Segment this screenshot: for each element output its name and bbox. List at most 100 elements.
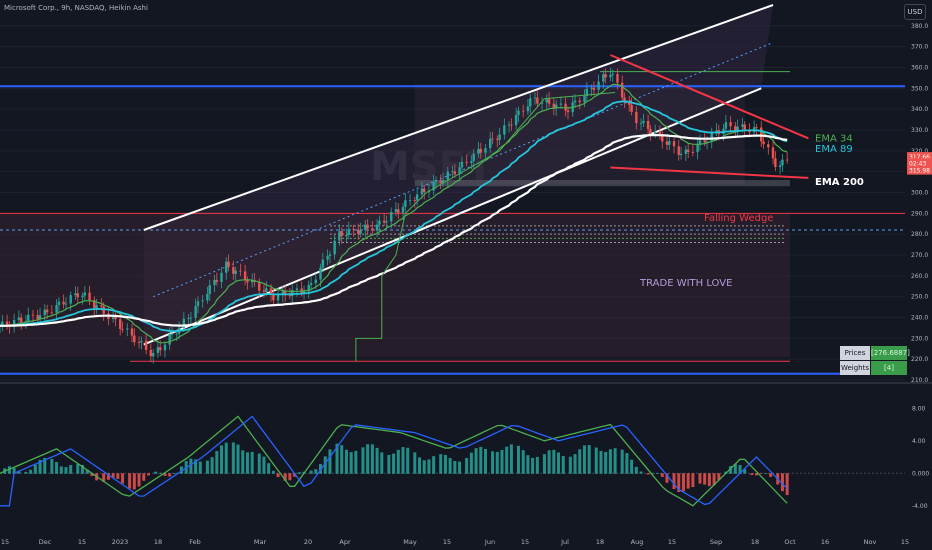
osc-bar — [90, 473, 94, 477]
osc-bar — [568, 456, 572, 474]
candle-body — [672, 141, 676, 147]
osc-bar — [717, 473, 721, 481]
osc-bar — [483, 449, 487, 474]
osc-bar — [608, 449, 612, 474]
candle-body — [507, 124, 511, 126]
osc-bar — [594, 447, 598, 474]
osc-bar — [479, 446, 483, 474]
osc-bar — [712, 473, 716, 485]
candle-body — [609, 74, 612, 78]
candle-body — [729, 122, 732, 127]
step-line — [355, 92, 616, 362]
candle-body — [291, 289, 294, 297]
candle-body — [630, 104, 633, 112]
osc-bar — [707, 473, 711, 487]
candle-body — [646, 120, 650, 130]
osc-bar — [163, 473, 167, 476]
candle-body — [734, 126, 737, 131]
candle-body — [451, 171, 454, 173]
candle-body — [578, 100, 581, 102]
osc-bar — [297, 472, 301, 474]
candle-body — [564, 103, 567, 111]
candle-body — [653, 131, 657, 134]
time-tick-label: 15 — [521, 538, 529, 546]
osc-bar — [29, 469, 33, 474]
osc-bar — [33, 464, 37, 474]
osc-bar — [691, 473, 695, 488]
time-tick-label: Feb — [189, 538, 201, 546]
candle-body — [590, 87, 593, 89]
currency-button[interactable]: USD — [904, 4, 926, 20]
price-tick-label: 280.0 — [911, 231, 928, 238]
osc-bar — [582, 445, 586, 474]
osc-bar — [785, 473, 789, 496]
candle-body — [328, 254, 332, 256]
candle-body — [111, 317, 115, 319]
candle-body — [36, 315, 39, 319]
candle-body — [359, 230, 362, 234]
wedge-upper-line — [610, 54, 809, 140]
candle-body — [88, 292, 91, 301]
osc-bar — [387, 454, 391, 474]
osc-bar — [780, 473, 784, 492]
candle-body — [394, 209, 398, 213]
candle-body — [604, 74, 607, 78]
candle-body — [760, 127, 763, 142]
candle-body — [314, 279, 318, 284]
candle-body — [137, 342, 141, 343]
candle-body — [573, 100, 577, 103]
channel-mid-line — [153, 42, 774, 298]
candle-body — [213, 279, 216, 286]
candle-body — [95, 305, 98, 308]
osc-histogram — [0, 442, 789, 496]
candle-body — [559, 103, 563, 105]
osc-bar — [427, 459, 431, 474]
weights-label: Weights — [840, 361, 870, 375]
osc-bar — [448, 458, 452, 474]
osc-bar — [59, 466, 63, 474]
osc-bar — [432, 456, 436, 474]
candle-body — [423, 188, 426, 193]
osc-bar — [681, 473, 685, 492]
candle-body — [489, 138, 492, 149]
candle-body — [434, 180, 438, 182]
candle-body — [175, 333, 178, 335]
price-tick-label: 230.0 — [911, 335, 928, 342]
osc-bar — [439, 454, 443, 474]
osc-bar — [729, 466, 733, 474]
osc-bar — [604, 451, 608, 474]
candle-body — [201, 300, 204, 302]
candle-body — [76, 293, 79, 298]
time-tick-label: Oct — [784, 538, 796, 546]
ema89-line — [0, 100, 788, 333]
candle-body — [189, 317, 193, 319]
prices-label: Prices — [840, 346, 870, 360]
pane-separator — [0, 382, 932, 384]
candle-body — [159, 347, 162, 351]
candle-body — [168, 334, 171, 345]
candle-body — [552, 103, 556, 109]
osc-bar — [361, 447, 365, 474]
candle-body — [554, 104, 558, 109]
osc-bar — [677, 473, 681, 493]
osc-bar — [465, 458, 469, 474]
osc-bar — [769, 473, 773, 477]
time-tick-label: 20 — [304, 538, 312, 546]
time-tick-label: Jun — [484, 538, 495, 546]
candle-body — [397, 209, 400, 213]
price-tick-label: 220.0 — [911, 356, 928, 363]
time-tick-label: May — [403, 538, 417, 546]
candle-body — [736, 126, 739, 131]
candle-body — [503, 125, 506, 135]
candle-body — [517, 110, 520, 115]
osc-bar — [406, 447, 410, 474]
osc-slow-line — [0, 415, 788, 507]
osc-bar — [116, 473, 120, 479]
candle-body — [465, 161, 468, 163]
osc-tick-label: 0.000 — [912, 470, 929, 477]
candle-body — [762, 141, 765, 145]
osc-bar — [7, 466, 11, 474]
osc-bar — [220, 445, 224, 474]
osc-bar — [168, 473, 172, 477]
